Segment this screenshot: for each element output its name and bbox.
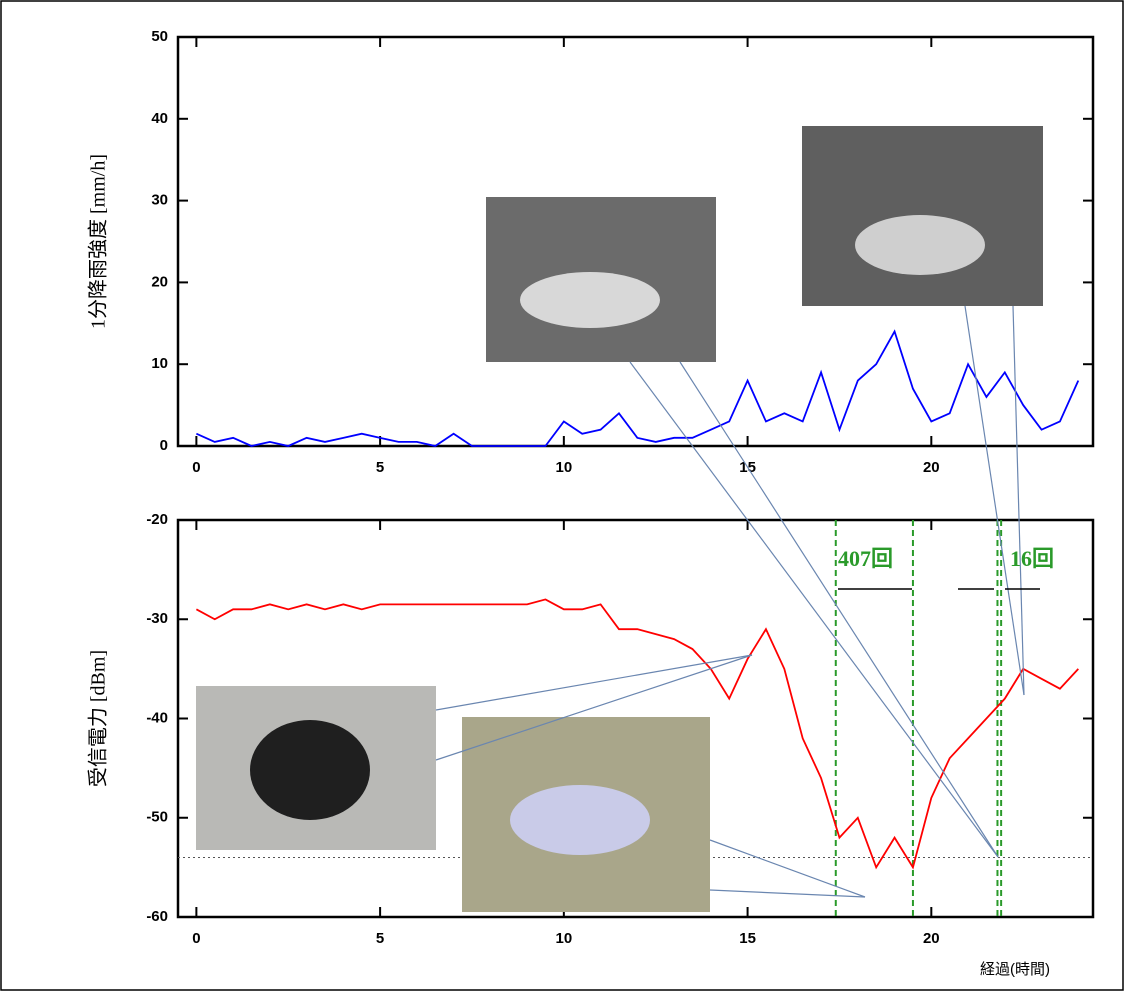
connector bbox=[709, 889, 866, 898]
connector bbox=[964, 305, 1025, 696]
data-line bbox=[195, 598, 1079, 870]
y-tick-label: 30 bbox=[151, 192, 168, 209]
x-tick-label: 10 bbox=[555, 930, 572, 947]
plot-frame bbox=[176, 35, 1095, 448]
x-tick-label: 5 bbox=[376, 930, 384, 947]
photo-detail bbox=[510, 785, 650, 855]
x-axis-label: 経過(時間) bbox=[980, 961, 1050, 978]
x-tick-label: 15 bbox=[739, 930, 756, 947]
connectors bbox=[435, 305, 1025, 898]
connector bbox=[709, 839, 866, 898]
y-tick-label: -30 bbox=[146, 610, 168, 627]
annotation: 407回 bbox=[838, 546, 893, 571]
y-tick-label: 50 bbox=[151, 28, 168, 45]
y-tick-label: 20 bbox=[151, 273, 168, 290]
connector bbox=[629, 361, 999, 858]
connector bbox=[435, 654, 753, 761]
y-tick-label: -20 bbox=[146, 511, 168, 528]
x-tick-label: 0 bbox=[192, 459, 200, 476]
photos bbox=[196, 126, 1043, 912]
x-tick-label: 10 bbox=[555, 459, 572, 476]
annotation: 16回 bbox=[1010, 546, 1054, 571]
x-tick-label: 5 bbox=[376, 459, 384, 476]
y-tick-label: -40 bbox=[146, 709, 168, 726]
x-tick-label: 20 bbox=[923, 459, 940, 476]
x-tick-label: 20 bbox=[923, 930, 940, 947]
x-tick-label: 0 bbox=[192, 930, 200, 947]
connector bbox=[435, 654, 753, 711]
y-tick-label: 0 bbox=[160, 437, 168, 454]
y-tick-label: -50 bbox=[146, 809, 168, 826]
data-line bbox=[196, 329, 1080, 447]
photo-detail bbox=[855, 215, 985, 275]
connector bbox=[679, 361, 999, 858]
y-axis-label: 受信電力 [dBm] bbox=[87, 650, 110, 787]
y-tick-label: -60 bbox=[146, 908, 168, 925]
photo-detail bbox=[520, 272, 660, 328]
photo-detail bbox=[250, 720, 370, 820]
connector bbox=[1012, 305, 1025, 696]
y-axis-label: 1分降雨強度 [mm/h] bbox=[87, 154, 110, 329]
y-tick-label: 10 bbox=[151, 355, 168, 372]
y-tick-label: 40 bbox=[151, 110, 168, 127]
